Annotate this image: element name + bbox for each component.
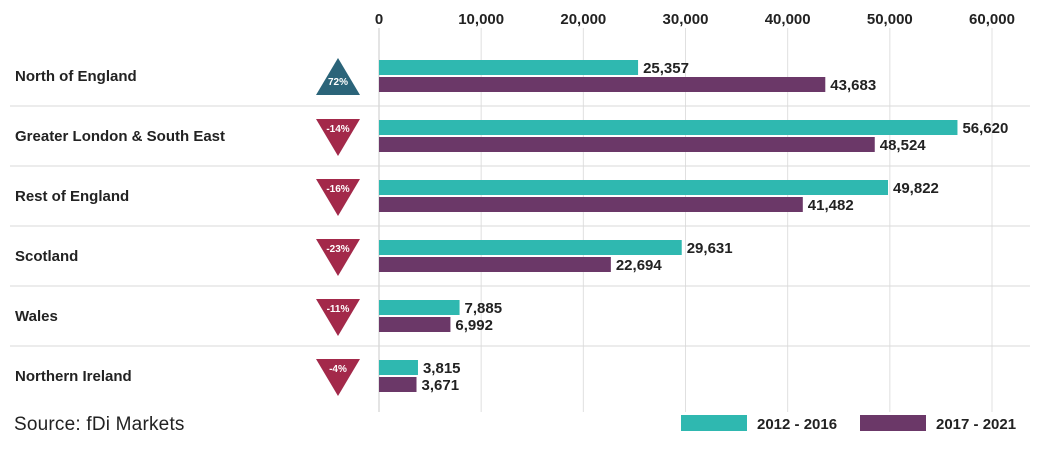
x-tick-label: 40,000 [765, 11, 811, 28]
bar [379, 240, 682, 255]
change-label: -23% [326, 244, 349, 255]
category-label: North of England [15, 68, 137, 85]
bar-value-label: 29,631 [687, 240, 733, 257]
bar-value-label: 56,620 [962, 120, 1008, 137]
legend-swatch [860, 415, 926, 431]
bar [379, 120, 958, 135]
bar-value-label: 49,822 [893, 180, 939, 197]
legend-label: 2012 - 2016 [757, 416, 837, 433]
change-triangle [316, 58, 360, 95]
bar-value-label: 3,815 [423, 360, 461, 377]
legend-swatch [681, 415, 747, 431]
change-triangle [316, 179, 360, 216]
x-tick-label: 30,000 [663, 11, 709, 28]
bar-value-label: 22,694 [616, 257, 663, 274]
bar-value-label: 25,357 [643, 60, 689, 77]
bar [379, 317, 451, 332]
change-label: 72% [328, 77, 348, 88]
category-label: Wales [15, 308, 58, 325]
bar [379, 197, 803, 212]
bar-value-label: 48,524 [880, 137, 927, 154]
bar [379, 300, 460, 315]
category-label: Northern Ireland [15, 368, 132, 385]
bar [379, 377, 417, 392]
change-triangle [316, 359, 360, 396]
x-tick-label: 0 [375, 11, 383, 28]
change-triangle [316, 119, 360, 156]
bar-value-label: 7,885 [465, 300, 503, 317]
bar [379, 257, 611, 272]
change-label: -16% [326, 184, 349, 195]
category-label: Rest of England [15, 188, 129, 205]
bar [379, 180, 889, 195]
bar [379, 77, 826, 92]
change-label: -11% [327, 304, 350, 315]
change-label: -14% [326, 124, 349, 135]
change-triangle [316, 239, 360, 276]
change-triangle [316, 299, 360, 336]
category-label: Greater London & South East [15, 128, 225, 145]
x-tick-label: 10,000 [458, 11, 504, 28]
x-tick-label: 60,000 [969, 11, 1015, 28]
bar-value-label: 41,482 [808, 197, 854, 214]
bar-value-label: 43,683 [830, 77, 876, 94]
change-label: -4% [329, 364, 347, 375]
bar [379, 137, 875, 152]
legend-label: 2017 - 2021 [936, 416, 1016, 433]
category-label: Scotland [15, 248, 78, 265]
bar-value-label: 6,992 [455, 317, 493, 334]
source-note: Source: fDi Markets [14, 414, 185, 435]
bar [379, 60, 639, 75]
bar [379, 360, 418, 375]
x-tick-label: 50,000 [867, 11, 913, 28]
x-tick-label: 20,000 [560, 11, 606, 28]
bar-value-label: 3,671 [422, 377, 460, 394]
